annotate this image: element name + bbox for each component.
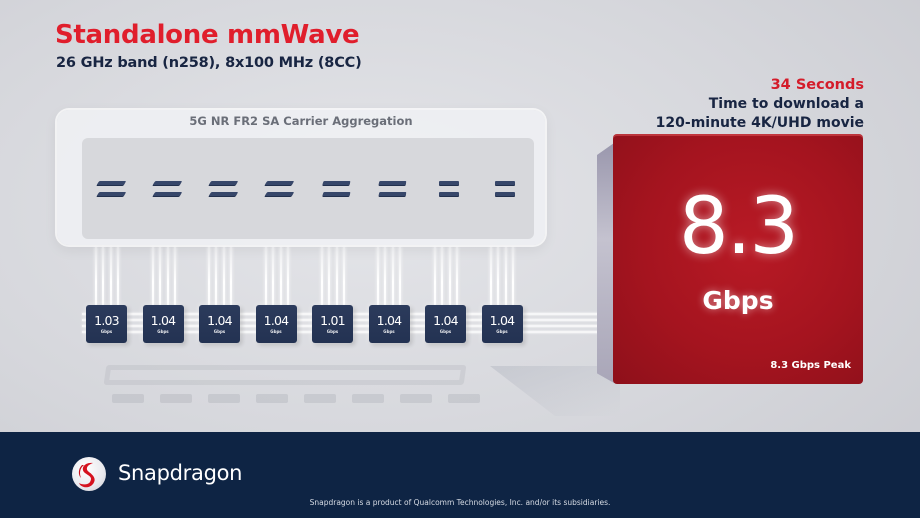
carrier-slot-icon xyxy=(434,181,464,196)
carrier-chip: 1.04 Gbps xyxy=(142,305,184,343)
carrier-chip: 1.03 Gbps xyxy=(86,305,127,343)
carrier-slot-icon xyxy=(377,181,407,196)
footer-bar: Snapdragon Snapdragon is a product of Qu… xyxy=(0,432,920,518)
download-desc-line2: 120-minute 4K/UHD movie xyxy=(655,115,864,131)
total-throughput-value: 8.3 xyxy=(678,182,799,272)
carrier-chips: 1.03 Gbps 1.04 Gbps 1.04 Gbps 1.04 Gbps 1.01… xyxy=(86,305,523,343)
total-throughput-unit: Gbps xyxy=(702,286,774,315)
carrier-chip: 1.01 Gbps xyxy=(312,305,353,343)
page-subtitle: 26 GHz band (n258), 8x100 MHz (8CC) xyxy=(56,55,362,71)
signal-trace xyxy=(208,247,232,305)
signal-trace xyxy=(434,247,458,305)
carrier-aggregation-panel xyxy=(82,138,534,239)
carrier-slot-icon xyxy=(265,181,295,196)
signal-trace xyxy=(490,247,514,305)
peak-label: 8.3 Gbps Peak xyxy=(770,360,851,371)
carrier-aggregation-label: 5G NR FR2 SA Carrier Aggregation xyxy=(189,114,413,128)
carrier-slot-icon xyxy=(208,181,239,196)
carrier-chip: 1.04 Gbps xyxy=(481,305,523,343)
carrier-slot-icon xyxy=(152,181,182,196)
signal-trace xyxy=(377,247,401,305)
snapdragon-logo-icon xyxy=(72,457,106,491)
page-title: Standalone mmWave xyxy=(55,20,360,50)
download-time-stat: 34 Seconds Time to download a 120-minute… xyxy=(656,76,864,133)
total-throughput-cube: 8.3 Gbps 8.3 Gbps Peak xyxy=(613,134,863,384)
carrier-slot-icon xyxy=(490,181,520,196)
signal-trace xyxy=(95,247,119,305)
carrier-aggregation-frame: 5G NR FR2 SA Carrier Aggregation xyxy=(57,110,545,245)
signal-trace xyxy=(152,247,176,305)
brand-name: Snapdragon xyxy=(118,461,243,485)
carrier-chip: 1.04 Gbps xyxy=(199,305,240,343)
signal-trace xyxy=(265,247,289,305)
signal-trace xyxy=(321,247,345,305)
carrier-slot-icon xyxy=(96,181,126,196)
carrier-chip: 1.04 Gbps xyxy=(425,305,466,343)
floor-reflection-chips xyxy=(112,394,480,403)
carrier-chip: 1.04 Gbps xyxy=(255,305,297,343)
carrier-chip: 1.04 Gbps xyxy=(368,305,410,343)
slide-stage: Standalone mmWave 26 GHz band (n258), 8x… xyxy=(55,20,864,416)
carrier-slot-icon xyxy=(321,181,351,196)
download-seconds: 34 Seconds xyxy=(770,77,864,93)
floor-reflection xyxy=(103,365,467,385)
cube-side-face xyxy=(597,143,614,383)
download-desc-line1: Time to download a xyxy=(708,96,864,112)
legal-disclaimer: Snapdragon is a product of Qualcomm Tech… xyxy=(309,498,611,507)
